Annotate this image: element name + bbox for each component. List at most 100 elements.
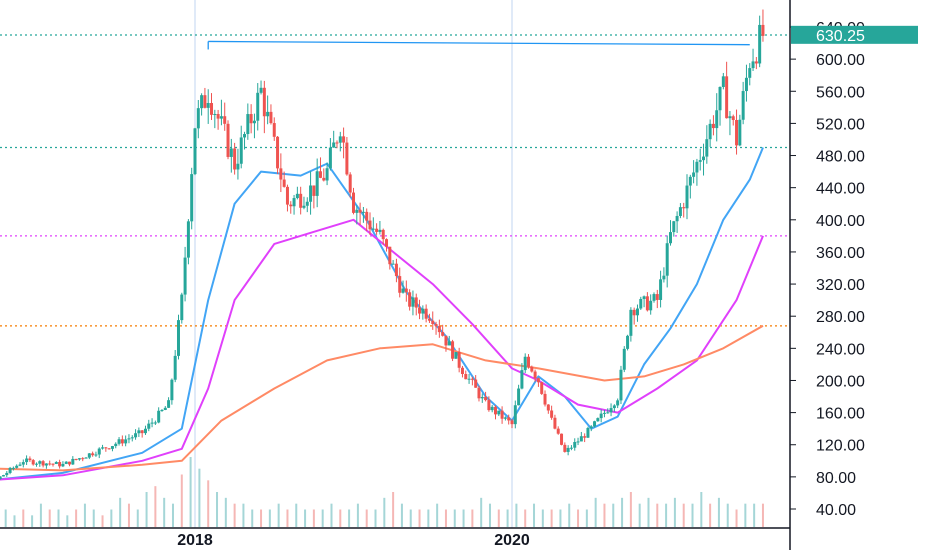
price-tick-label: 120.00 [816,438,865,455]
volume-bar [154,486,157,527]
candle-body [464,373,468,380]
candle-body [493,406,497,415]
candle-body [715,110,719,129]
candle-body [338,136,342,143]
candle-body [137,430,141,434]
volume-bar [321,509,324,527]
candle-body [612,405,616,409]
candle-body [41,461,45,466]
volume-bar [198,468,201,527]
candle-body [143,428,147,434]
candle-body [517,388,521,406]
volume-bar [638,503,641,527]
candle-body [84,457,88,459]
candle-body [1,475,5,477]
volume-bar [330,503,333,527]
volume-bar [348,509,351,527]
volume-bar [31,515,34,527]
candle-body [708,123,712,140]
candle-body [632,309,636,316]
candle-body [718,86,722,111]
candle-body [649,300,653,311]
candle-body [398,276,402,293]
volume-bar [22,509,25,527]
price-tick-label: 280.00 [816,309,865,326]
volume-bar [374,509,377,527]
candle-body [741,91,745,120]
candle-body [312,185,316,196]
candle-body [652,294,656,301]
volume-bar [207,480,210,527]
volume-bar [629,492,632,527]
volume-bar [471,509,474,527]
candle-body [744,77,748,92]
volume-bar [171,503,174,527]
candle-body [305,201,309,206]
candle-body [404,288,408,293]
candle-body [183,257,187,295]
price-tick-label: 80.00 [816,470,856,487]
volume-bar [39,503,42,527]
candle-body [672,221,676,233]
candle-body [520,370,524,389]
volume-bar [418,509,421,527]
candle-body [167,400,171,408]
candle-body [427,318,431,321]
candle-body [170,379,174,401]
candle-body [252,120,256,124]
volume-bar [621,497,624,527]
volume-bar [753,503,756,527]
volume-bar [594,497,597,527]
volume-bar [656,503,659,527]
candle-body [470,378,474,380]
price-tick-label: 360.00 [816,245,865,262]
candle-body [352,192,355,213]
volume-bar [497,509,500,527]
candle-body [583,436,587,438]
candle-body [243,134,247,138]
candle-body [662,275,666,280]
candle-body [639,298,643,309]
candle-body [77,458,81,460]
volume-bar [136,509,139,527]
volume-bar [392,492,395,527]
candle-body [289,204,293,207]
candle-body [74,458,78,460]
candle-body [269,111,273,124]
trend-line[interactable] [208,40,750,46]
volume-bar [444,509,447,527]
volume-bar [761,503,764,527]
horizontal-levels [0,34,790,327]
volume-bar [180,474,183,527]
candle-body [622,348,626,370]
candle-body [332,142,336,148]
volume-bar [13,515,16,527]
candle-body [754,61,758,64]
candle-body [503,417,507,419]
candle-body [140,430,144,434]
candle-body [229,148,233,157]
candle-body [114,443,118,447]
volume-bar [101,515,104,527]
candle-body [553,417,557,429]
candle-body [120,439,124,444]
candle-body [259,87,263,93]
candle-body [602,412,606,414]
candle-body [424,308,428,319]
volume-bar [453,509,456,527]
volume-bar [145,492,148,527]
price-tick-label: 520.00 [816,116,865,133]
trend-line-layer[interactable] [207,40,750,50]
candle-body [500,410,504,419]
volume-bar [48,509,51,527]
volume-bar [585,509,588,527]
candle-body [38,461,42,464]
volume-bar [251,509,254,527]
volume-bars [4,457,764,527]
candle-body [355,209,359,213]
time-tick-label: 2020 [494,532,530,549]
candle-body [107,448,111,450]
price-tick-label: 480.00 [816,149,865,166]
